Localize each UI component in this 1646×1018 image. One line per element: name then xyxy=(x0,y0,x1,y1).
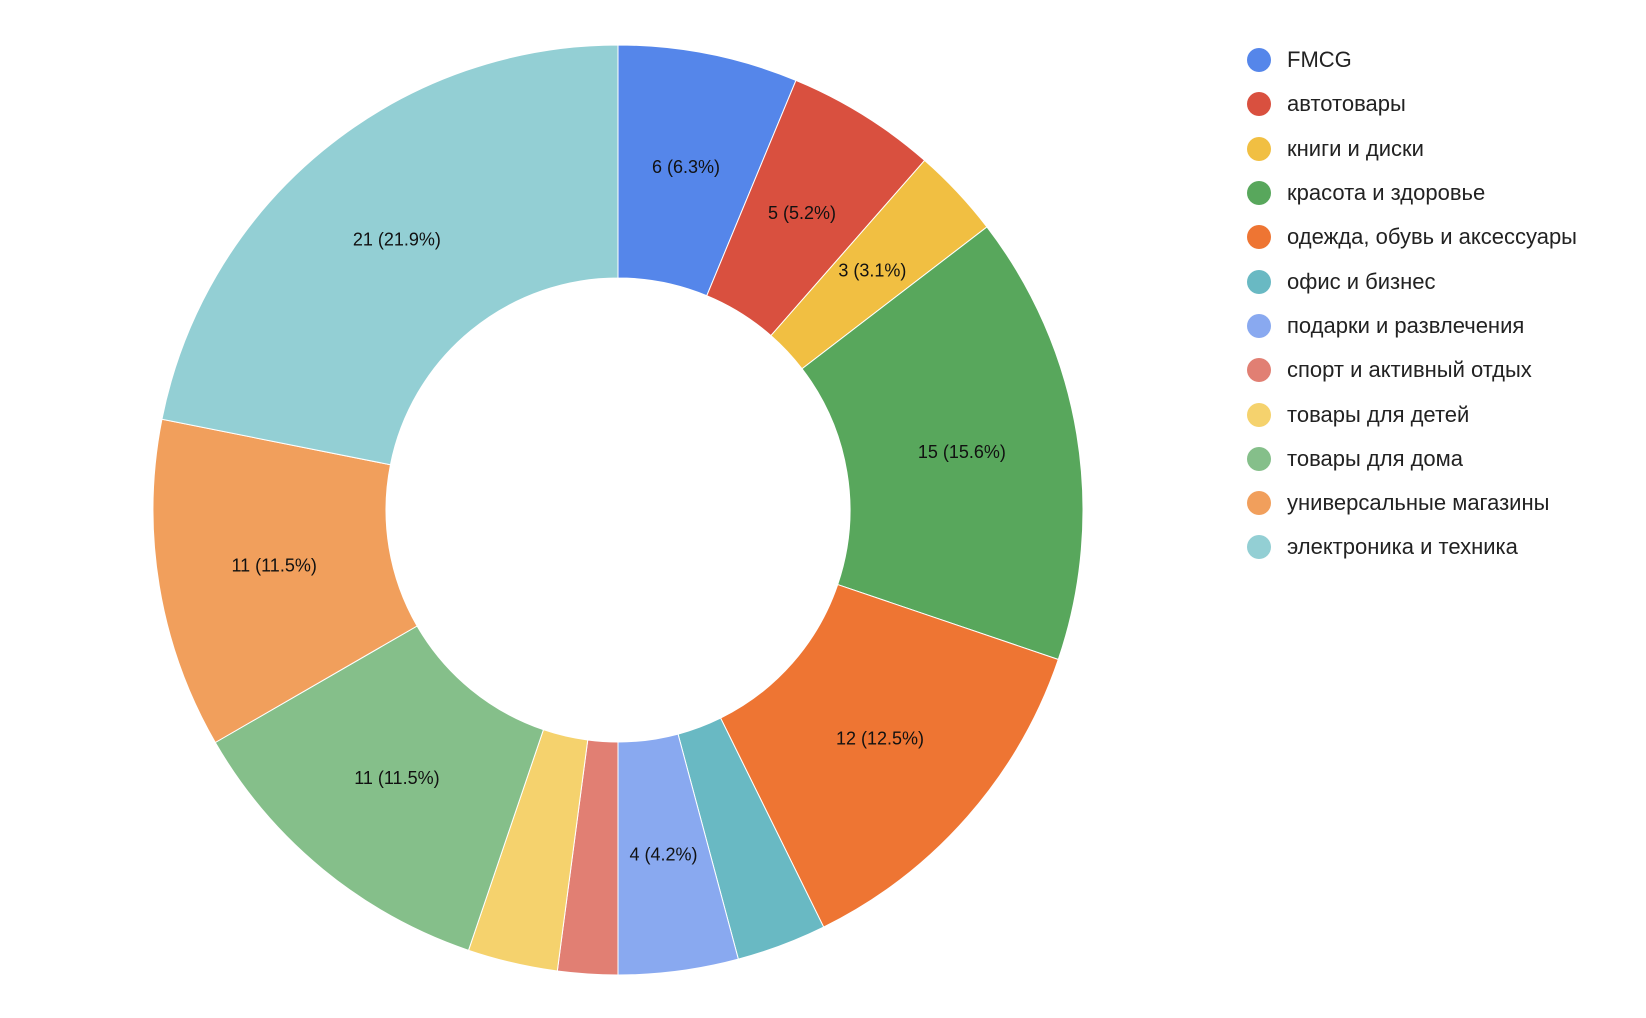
legend-label: подарки и развлечения xyxy=(1287,312,1525,338)
legend-item-7: подарки и развлечения xyxy=(1247,304,1577,348)
legend-item-1: FMCG xyxy=(1247,38,1577,82)
legend-swatch xyxy=(1247,92,1271,117)
legend-label: электроника и техника xyxy=(1287,534,1518,560)
slice-label-7: 4 (4.2%) xyxy=(629,844,697,864)
legend-swatch xyxy=(1247,48,1271,73)
donut-slices xyxy=(152,44,1084,976)
legend-swatch xyxy=(1247,225,1271,250)
slice-label-5: 12 (12.5%) xyxy=(836,729,924,749)
slice-label-12: 21 (21.9%) xyxy=(353,229,441,249)
slice-label-3: 3 (3.1%) xyxy=(838,261,906,281)
legend-label: книги и диски xyxy=(1287,135,1424,161)
slice-label-4: 15 (15.6%) xyxy=(918,442,1006,462)
legend-swatch xyxy=(1247,535,1271,560)
legend-label: одежда, обувь и аксессуары xyxy=(1287,224,1577,250)
legend-item-8: спорт и активный отдых xyxy=(1247,348,1577,392)
donut-slice-labels: 6 (6.3%) 5 (5.2%) 3 (3.1%) 15 (15.6%) 12 (12… xyxy=(231,157,1005,864)
legend-swatch xyxy=(1247,313,1271,338)
legend-item-10: товары для дома xyxy=(1247,437,1577,481)
legend-label: товары для дома xyxy=(1287,445,1464,471)
legend-label: FMCG xyxy=(1287,47,1352,73)
legend-item-11: универсальные магазины xyxy=(1247,481,1577,525)
slice-label-10: 11 (11.5%) xyxy=(354,768,439,788)
legend-item-6: офис и бизнес xyxy=(1247,259,1577,303)
slice-label-1: 6 (6.3%) xyxy=(652,157,720,177)
legend-item-5: одежда, обувь и аксессуары xyxy=(1247,215,1577,259)
legend-label: офис и бизнес xyxy=(1287,268,1436,294)
slice-11 xyxy=(152,418,418,744)
legend-swatch xyxy=(1247,446,1271,471)
legend-item-2: автотовары xyxy=(1247,82,1577,126)
slice-label-11: 11 (11.5%) xyxy=(231,556,316,576)
legend-label: красота и здоровье xyxy=(1287,180,1486,206)
slice-5 xyxy=(719,583,1059,928)
legend-swatch xyxy=(1247,402,1271,427)
legend-swatch xyxy=(1247,181,1271,206)
legend-swatch xyxy=(1247,269,1271,294)
legend-item-3: книги и диски xyxy=(1247,127,1577,171)
chart-legend: FMCG автотовары книги и диски красота и здо… xyxy=(1247,38,1577,570)
slice-12 xyxy=(161,44,619,466)
slice-label-2: 5 (5.2%) xyxy=(768,203,836,223)
legend-label: универсальные магазины xyxy=(1287,490,1550,516)
legend-swatch xyxy=(1247,136,1271,161)
slice-4 xyxy=(801,226,1084,661)
legend-item-9: товары для детей xyxy=(1247,392,1577,436)
legend-label: спорт и активный отдых xyxy=(1287,357,1532,383)
legend-swatch xyxy=(1247,491,1271,516)
legend-swatch xyxy=(1247,358,1271,383)
legend-label: товары для детей xyxy=(1287,401,1470,427)
legend-item-12: электроника и техника xyxy=(1247,525,1577,569)
legend-label: автотовары xyxy=(1287,91,1406,117)
slice-10 xyxy=(214,625,545,951)
legend-item-4: красота и здоровье xyxy=(1247,171,1577,215)
